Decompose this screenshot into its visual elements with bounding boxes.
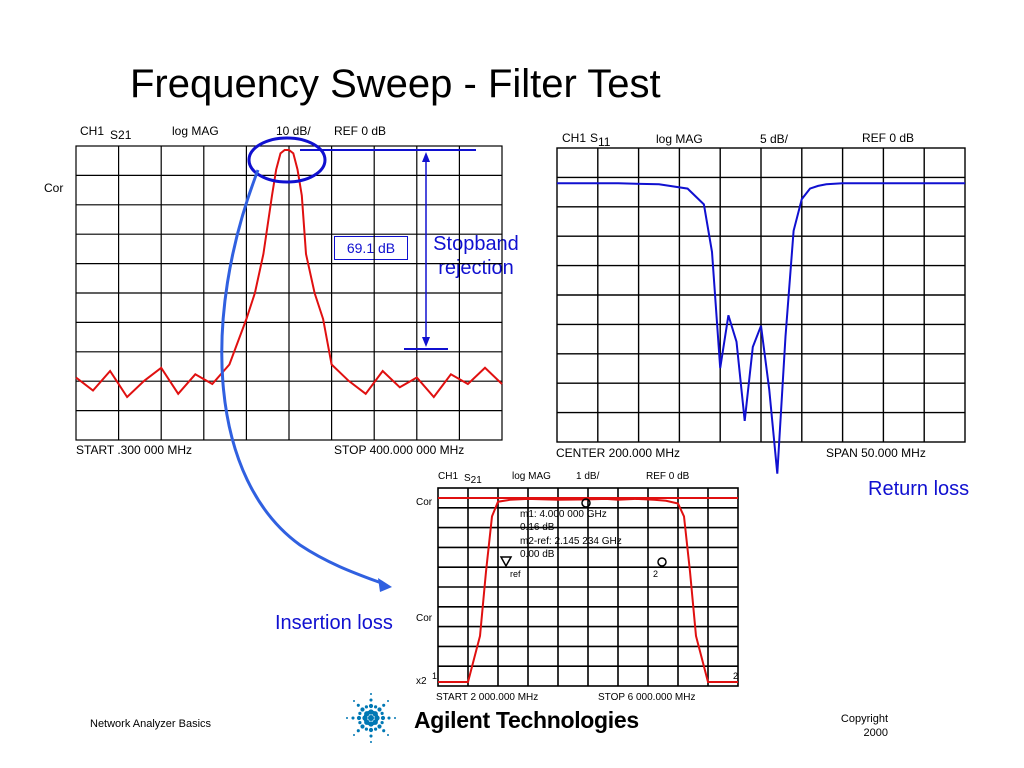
c1-stop-label: STOP 400.000 000 MHz [334,443,465,457]
c2-channel: CH1 [562,131,587,145]
logo-spark-dot [377,724,382,729]
chart-1-grid [75,145,503,441]
c3-param-sub: 21 [470,475,482,486]
insertion-loss-pointer-head [378,578,392,592]
brand-name: Agilent Technologies [414,707,639,733]
chart-3-grid [437,487,739,687]
c3-ref: REF 0 dB [646,471,690,482]
c2-scale: 5 dB/ [760,132,789,146]
page-title: Frequency Sweep - Filter Test [130,62,661,106]
logo-spark-dot [369,734,373,738]
c3-param: S21 [464,473,482,486]
c1-ref: REF 0 dB [334,124,387,138]
logo-spark-dot [374,714,379,718]
logo-spark-dot [356,715,362,721]
copyright-line-2: 2000 [863,727,888,739]
stopband-rejection-label: Stopband rejection [433,233,519,279]
rejection-arrow-down-head [422,337,430,347]
logo-spark-dot [368,703,374,709]
logo-spark-dot [387,734,389,736]
c2-center-label: CENTER 200.000 MHz [556,446,681,460]
logo-spark-dot [346,717,348,719]
logo-spark-dot [353,734,355,736]
c1-param: S21 [110,128,131,142]
logo-center-dot [368,715,374,721]
logo-spark-dot [387,700,389,702]
logo-spark-dot [380,711,384,715]
c2-format: log MAG [656,132,703,146]
logo-spark-dot [351,716,355,720]
c2-param-letter: S [590,131,599,145]
c2-param: S11 [590,131,610,149]
logo-spark-dot [387,716,391,720]
return-loss-label: Return loss [868,478,970,500]
c3-marker-2-number: 2 [653,569,659,579]
footer-course-name: Network Analyzer Basics [90,718,212,730]
logo-spark-dot [394,717,396,719]
c3-marker-1-number: 1 [432,671,438,681]
logo-spark-dot [369,698,373,702]
passband-peak-circle [247,136,327,184]
c2-span-label: SPAN 50.000 MHz [826,446,926,460]
c3-start-label: START 2 000.000 MHz [436,692,539,703]
c3-scale: 1 dB/ [576,471,600,482]
insertion-loss-pointer-curve [220,169,385,586]
c1-scale: 10 dB/ [276,124,311,138]
logo-spark-dot [374,705,378,709]
chart-1-trace [75,149,503,399]
agilent-spark-logo [346,693,396,743]
logo-spark-dot [380,715,386,721]
c1-format: log MAG [172,124,219,138]
logo-spark-dot [377,707,382,712]
c3-marker-m1: m1: 4.000 000 GHz [520,509,607,520]
rejection-value-box: 69.1 dB [334,236,408,260]
m1-marker [581,498,591,508]
logo-spark-dot [360,724,365,729]
logo-spark-dot [364,727,368,731]
c3-channel: CH1 [438,471,459,482]
c3-format: log MAG [512,471,551,482]
logo-spark-dot [374,727,378,731]
c3-side-label-2: Cor [416,613,433,624]
logo-spark-dot [358,711,362,715]
logo-spark-dot [353,700,355,702]
ref-marker [499,556,513,568]
logo-spark-dot [364,705,368,709]
copyright-line-1: Copyright [840,713,888,725]
chart-2-grid [556,147,966,443]
logo-spark-dot [360,707,365,712]
c3-side-label-1: Cor [416,497,433,508]
c1-param-letter: S [110,128,119,142]
rejection-arrow-up-head [422,152,430,162]
c1-param-sub: 21 [118,128,132,142]
logo-spark-dot [358,721,362,725]
c1-start-label: START .300 000 MHz [76,443,193,457]
logo-spark-dot [382,703,386,707]
logo-spark-dot [370,693,372,695]
logo-spark-dot [370,741,372,743]
c2-ref: REF 0 dB [862,131,915,145]
c3-stop-label: STOP 6 000.000 MHz [598,692,696,703]
c1-side-label: Cor [44,181,64,195]
logo-spark-dot [380,721,384,725]
logo-spark-dot [356,729,360,733]
c1-channel: CH1 [80,124,105,138]
c3-ref-marker-label: ref [510,569,521,579]
c3-right-marker-number: 2 [733,671,739,681]
c2-param-sub: 11 [598,135,611,149]
logo-spark-dot [368,727,374,733]
m2-marker [657,557,667,567]
logo-spark-dot [382,729,386,733]
c3-marker-m2: m2-ref: 2.145 234 GHz [520,536,622,547]
chart-3-trace [438,497,738,683]
insertion-loss-label: Insertion loss [275,612,393,634]
chart-2-trace [557,182,965,474]
c3-side-label-3: x2 [416,676,427,687]
c3-param-letter: S [464,473,471,484]
c3-marker-m2-value: 0.00 dB [520,549,555,560]
logo-spark-dot [356,703,360,707]
